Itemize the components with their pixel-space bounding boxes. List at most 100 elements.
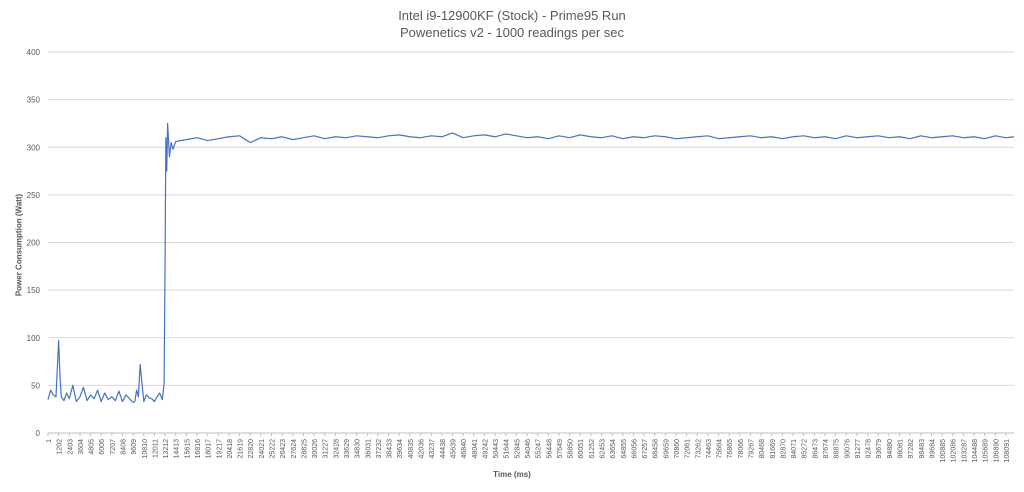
y-axis-ticks: 0 50 100 150 200 250 300 350 400 <box>27 48 41 438</box>
x-tick-label: 99684 <box>929 439 936 459</box>
x-tick-label: 22820 <box>248 439 255 459</box>
x-tick-label: 16816 <box>195 439 202 459</box>
x-tick-label: 85272 <box>802 439 809 459</box>
y-tick-label: 200 <box>27 239 41 248</box>
x-tick-label: 80468 <box>759 439 766 459</box>
chart-title-block: Intel i9-12900KF (Stock) - Prime95 Run P… <box>0 7 1024 41</box>
x-tick-label: 21619 <box>238 439 245 459</box>
x-tick-label: 63654 <box>610 439 617 459</box>
x-tick-label: 6006 <box>99 439 106 455</box>
x-tick-label: 81669 <box>770 439 777 459</box>
x-tick-label: 4805 <box>89 439 96 455</box>
x-tick-label: 75664 <box>717 439 724 459</box>
x-tick-label: 36031 <box>365 439 372 459</box>
x-tick-label: 58850 <box>568 439 575 459</box>
x-tick-label: 104488 <box>972 439 979 462</box>
y-tick-label: 150 <box>27 286 41 295</box>
x-tick-label: 46840 <box>461 439 468 459</box>
x-tick-label: 76865 <box>727 439 734 459</box>
x-tick-label: 103287 <box>961 439 968 462</box>
y-axis-label: Power Consumption (Watt) <box>14 193 24 297</box>
x-tick-label: 84071 <box>791 439 798 459</box>
chart-subtitle: Powenetics v2 - 1000 readings per sec <box>399 25 624 40</box>
x-tick-label: 82870 <box>780 439 787 459</box>
x-tick-label: 20418 <box>227 439 234 459</box>
x-tick-label: 62453 <box>599 439 606 459</box>
x-tick-label: 67257 <box>642 439 649 459</box>
x-tick-label: 50443 <box>493 439 500 459</box>
x-tick-label: 18017 <box>206 439 213 459</box>
x-tick-label: 79267 <box>748 439 755 459</box>
x-tick-label: 32428 <box>333 439 340 459</box>
x-tick-label: 27624 <box>291 439 298 459</box>
x-tick-label: 97282 <box>908 439 915 459</box>
x-tick-label: 19217 <box>216 439 223 459</box>
x-tick-label: 108091 <box>1004 439 1011 462</box>
x-tick-label: 66056 <box>631 439 638 459</box>
x-tick-label: 26423 <box>280 439 287 459</box>
x-tick-label: 98483 <box>919 439 926 459</box>
x-tick-label: 70860 <box>674 439 681 459</box>
x-tick-label: 10810 <box>142 439 149 459</box>
x-tick-label: 90076 <box>844 439 851 459</box>
x-tick-label: 60051 <box>578 439 585 459</box>
x-axis-label: Time (ms) <box>493 470 531 479</box>
x-tick-label: 8408 <box>121 439 128 455</box>
x-tick-label: 40835 <box>408 439 415 459</box>
x-tick-label: 87674 <box>823 439 830 459</box>
x-tick-label: 69659 <box>663 439 670 459</box>
x-tick-label: 9609 <box>131 439 138 455</box>
x-tick-label: 96081 <box>898 439 905 459</box>
x-tick-label: 24021 <box>259 439 266 459</box>
x-tick-label: 12011 <box>152 439 159 458</box>
x-tick-label: 39634 <box>397 439 404 459</box>
x-tick-label: 2403 <box>67 439 74 455</box>
series-layer <box>47 122 1015 404</box>
x-tick-label: 25222 <box>270 439 277 459</box>
x-tick-label: 42036 <box>419 439 426 459</box>
y-tick-label: 50 <box>31 381 40 390</box>
y-tick-label: 350 <box>27 96 41 105</box>
x-tick-label: 51644 <box>504 439 511 459</box>
x-tick-label: 37232 <box>376 439 383 459</box>
x-tick-label: 105689 <box>983 439 990 462</box>
x-tick-label: 55247 <box>536 439 543 459</box>
x-tick-label: 73262 <box>695 439 702 459</box>
x-tick-label: 88875 <box>834 439 841 459</box>
x-tick-label: 48041 <box>472 439 479 459</box>
x-tick-label: 7207 <box>110 439 117 455</box>
x-tick-label: 102086 <box>951 439 958 462</box>
x-tick-label: 45639 <box>450 439 457 459</box>
x-tick-label: 33629 <box>344 439 351 459</box>
y-tick-label: 0 <box>36 429 41 438</box>
series-line-0 <box>47 122 1015 404</box>
chart-title: Intel i9-12900KF (Stock) - Prime95 Run <box>398 8 626 23</box>
x-tick-label: 3604 <box>78 439 85 455</box>
x-tick-label: 13212 <box>163 439 170 459</box>
x-tick-label: 94880 <box>887 439 894 459</box>
y-tick-label: 250 <box>27 191 41 200</box>
x-tick-label: 28825 <box>301 439 308 459</box>
x-tick-label: 72061 <box>685 439 692 459</box>
x-tick-label: 44438 <box>440 439 447 459</box>
x-tick-label: 1202 <box>57 439 64 455</box>
y-tick-label: 100 <box>27 334 41 343</box>
gridlines <box>48 51 1014 434</box>
x-tick-label: 91277 <box>855 439 862 459</box>
x-tick-label: 56448 <box>546 439 553 459</box>
x-tick-label: 54046 <box>525 439 532 459</box>
x-tick-label: 100885 <box>940 439 947 462</box>
x-tick-label: 93679 <box>876 439 883 459</box>
x-tick-label: 14413 <box>174 439 181 459</box>
x-tick-label: 92478 <box>866 439 873 459</box>
x-tick-label: 78066 <box>738 439 745 459</box>
x-axis-ticks: 1 1202 2403 3604 4805 6006 7207 8408 9609 10810 12… <box>46 433 1011 462</box>
x-tick-label: 34830 <box>355 439 362 459</box>
x-tick-label: 57649 <box>557 439 564 459</box>
x-tick-label: 30026 <box>312 439 319 459</box>
y-tick-label: 400 <box>27 48 41 57</box>
x-tick-label: 74463 <box>706 439 713 459</box>
x-tick-label: 15615 <box>184 439 191 459</box>
x-tick-label: 38433 <box>387 439 394 459</box>
